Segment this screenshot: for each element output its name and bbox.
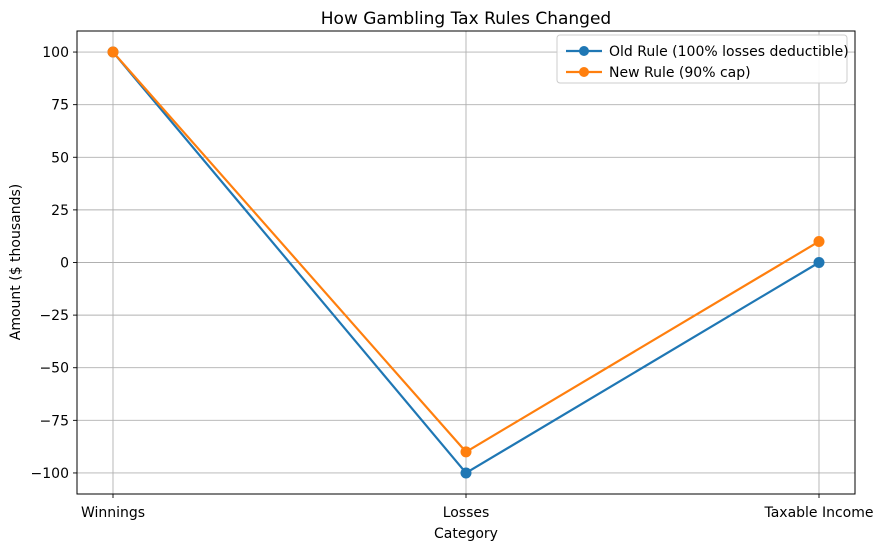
y-tick-label: −75 [39,413,69,429]
legend-label: Old Rule (100% losses deductible) [609,44,849,60]
x-axis-label: Category [434,526,498,542]
y-tick-label: 75 [51,98,69,114]
legend-marker [579,67,589,77]
series-1-data-point [813,235,825,247]
y-tick-label: −25 [39,308,69,324]
x-tick-label: Losses [443,505,490,521]
y-tick-label: 100 [42,45,69,61]
y-tick-label: 50 [51,150,69,166]
legend-box [556,34,848,84]
x-tick-label: Winnings [81,505,145,521]
y-tick-label: 0 [60,256,69,272]
legend-marker [579,46,589,56]
series-0-data-point [813,257,825,268]
series-1-data-point [460,446,472,458]
legend-label: New Rule (90% cap) [609,65,751,81]
series-1-data-point [107,46,119,58]
y-tick-label: −50 [39,361,69,377]
x-tick-label: Taxable Income [763,505,873,521]
y-axis-label: Amount ($ thousands) [8,184,24,340]
y-tick-label: 25 [51,203,69,219]
series-0-data-point [460,467,472,479]
chart-title: How Gambling Tax Rules Changed [321,9,611,29]
y-tick-label: −100 [31,466,69,482]
